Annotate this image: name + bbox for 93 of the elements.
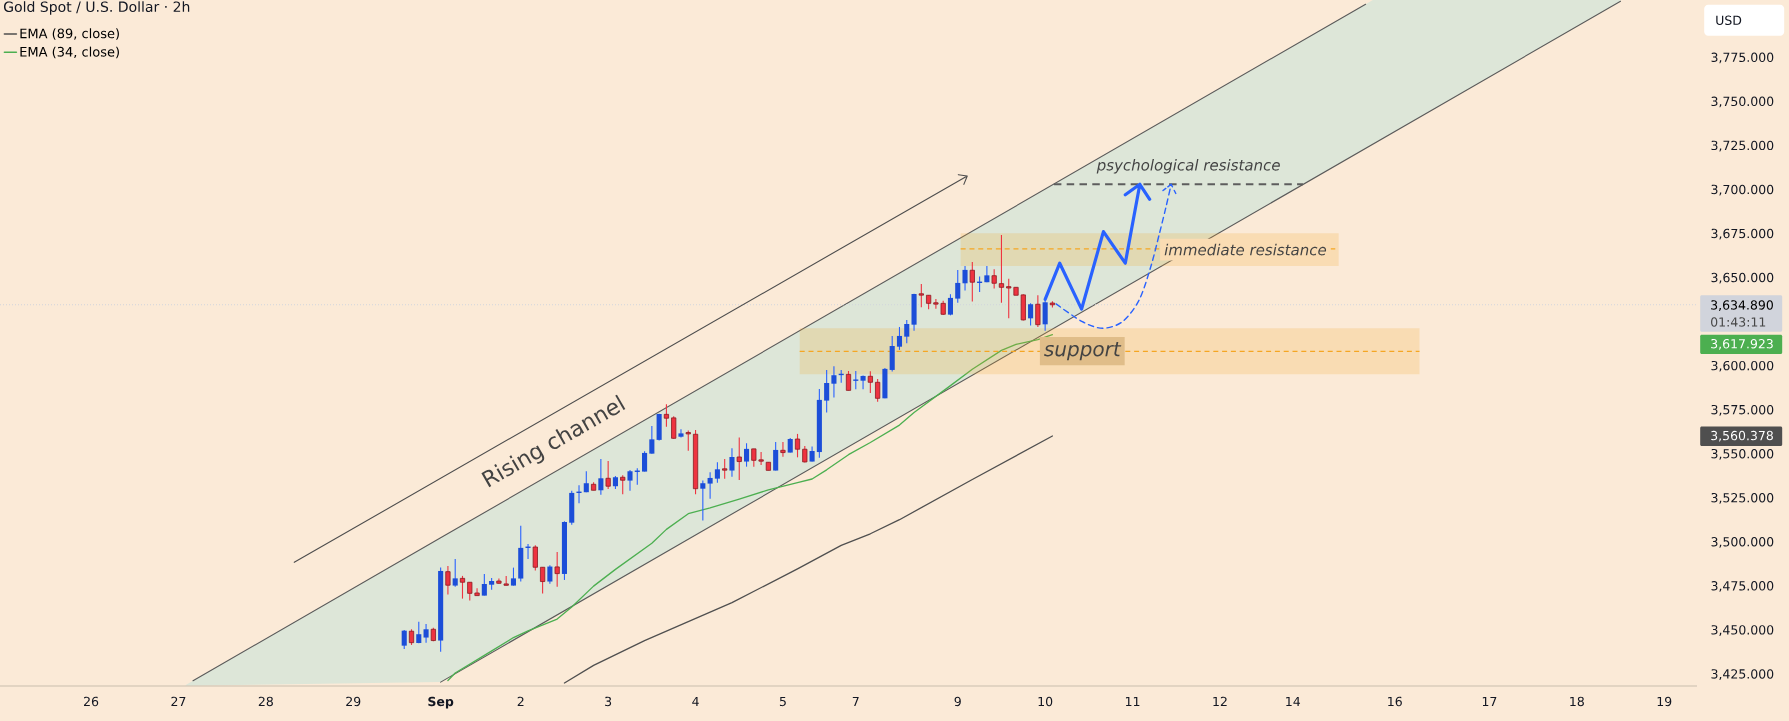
x-tick-label: 3 bbox=[605, 696, 612, 707]
candlestick bbox=[845, 370, 852, 391]
band-label: immediate resistance bbox=[1164, 243, 1327, 256]
candlestick bbox=[481, 573, 487, 597]
candlestick bbox=[991, 268, 997, 290]
y-tick-label: 3,500.000 bbox=[1711, 537, 1774, 548]
candlestick bbox=[780, 441, 786, 458]
candlestick bbox=[860, 375, 866, 390]
y-tick-label: 3,550.000 bbox=[1711, 448, 1774, 460]
candlestick bbox=[1028, 302, 1034, 327]
x-tick-label: 10 bbox=[1038, 696, 1053, 707]
candlestick bbox=[423, 623, 429, 644]
candlestick bbox=[627, 469, 633, 492]
ref-line-label: psychological resistance bbox=[1096, 159, 1280, 174]
x-tick-label: 17 bbox=[1482, 696, 1497, 706]
candlestick bbox=[700, 480, 706, 522]
candlestick bbox=[736, 437, 742, 481]
candlestick bbox=[401, 629, 407, 650]
text: 3,560.378 bbox=[1711, 430, 1773, 442]
x-tick-label: 26 bbox=[84, 696, 99, 707]
candlestick bbox=[867, 370, 873, 394]
band-label: support bbox=[1044, 342, 1122, 361]
candlestick bbox=[685, 429, 691, 452]
candlestick bbox=[714, 461, 720, 484]
candlestick bbox=[853, 370, 859, 390]
x-tick-label: 18 bbox=[1570, 696, 1584, 707]
legend-label: EMA (89, close) bbox=[20, 28, 119, 40]
text: 3,617.923 bbox=[1711, 339, 1773, 350]
candlestick bbox=[722, 458, 728, 480]
x-tick-label: 16 bbox=[1388, 696, 1402, 707]
candlestick bbox=[554, 551, 560, 588]
candlestick bbox=[743, 442, 750, 468]
x-tick-label: 27 bbox=[171, 696, 186, 706]
y-tick-label: 3,450.000 bbox=[1711, 625, 1774, 636]
candlestick bbox=[663, 403, 669, 428]
y-tick-label: 3,425.000 bbox=[1711, 669, 1774, 680]
x-tick-label: Sep bbox=[428, 696, 454, 709]
candlestick bbox=[620, 474, 626, 495]
candlestick bbox=[831, 365, 837, 399]
y-axis-title: USD bbox=[1716, 15, 1742, 26]
y-tick-label: 3,700.000 bbox=[1711, 184, 1774, 196]
y-tick-label: 3,675.000 bbox=[1711, 228, 1774, 240]
candlestick bbox=[452, 558, 458, 588]
candlestick bbox=[678, 428, 684, 439]
candlestick bbox=[598, 458, 604, 496]
x-tick-label: 5 bbox=[779, 696, 786, 707]
candlestick bbox=[904, 319, 910, 344]
x-tick-label: 9 bbox=[954, 696, 961, 707]
candlestick bbox=[671, 415, 677, 440]
candlestick bbox=[605, 460, 611, 490]
legend-label: EMA (34, close) bbox=[20, 46, 119, 59]
candlestick bbox=[998, 234, 1005, 304]
candlestick bbox=[649, 425, 655, 455]
x-tick-label: 12 bbox=[1213, 696, 1227, 706]
candlestick bbox=[547, 564, 553, 585]
chart-title: Gold Spot / U.S. Dollar · 2h bbox=[3, 1, 190, 15]
candlestick bbox=[824, 369, 830, 414]
candlestick bbox=[984, 265, 990, 283]
candlestick bbox=[532, 544, 538, 572]
y-tick-label: 3,600.000 bbox=[1711, 360, 1774, 372]
candlestick bbox=[459, 575, 466, 600]
x-tick-label: 29 bbox=[346, 696, 361, 707]
y-tick-label: 3,725.000 bbox=[1711, 140, 1774, 152]
candlestick bbox=[969, 261, 975, 303]
x-tick-label: 19 bbox=[1657, 696, 1672, 707]
candlestick bbox=[1035, 294, 1041, 328]
x-tick-label: 11 bbox=[1125, 696, 1140, 706]
y-tick-label: 3,475.000 bbox=[1711, 581, 1774, 592]
text: 01:43:11 bbox=[1711, 317, 1766, 327]
candlestick bbox=[918, 283, 924, 308]
candlestick bbox=[889, 335, 895, 373]
ref-line-label: 3,634.890 bbox=[1711, 300, 1773, 311]
candlestick bbox=[896, 326, 903, 351]
x-tick-label: 4 bbox=[692, 696, 699, 706]
candlestick bbox=[794, 433, 801, 458]
candlestick bbox=[445, 565, 451, 596]
candlestick bbox=[773, 441, 779, 472]
candlestick bbox=[962, 265, 968, 292]
x-tick-label: 28 bbox=[258, 696, 273, 707]
x-tick-label: 14 bbox=[1286, 696, 1301, 706]
x-tick-label: 7 bbox=[852, 696, 859, 706]
y-tick-label: 3,650.000 bbox=[1711, 272, 1774, 284]
candlestick bbox=[875, 378, 881, 403]
candlestick bbox=[642, 450, 648, 473]
y-tick-label: 3,775.000 bbox=[1711, 52, 1774, 64]
candlestick bbox=[540, 566, 546, 595]
candlestick bbox=[729, 447, 735, 478]
candlestick bbox=[955, 269, 961, 304]
x-tick-label: 2 bbox=[517, 696, 524, 706]
y-tick-label: 3,750.000 bbox=[1711, 96, 1774, 108]
y-tick-label: 3,525.000 bbox=[1711, 493, 1774, 504]
candlestick bbox=[707, 471, 713, 500]
y-tick-label: 3,575.000 bbox=[1711, 404, 1774, 416]
